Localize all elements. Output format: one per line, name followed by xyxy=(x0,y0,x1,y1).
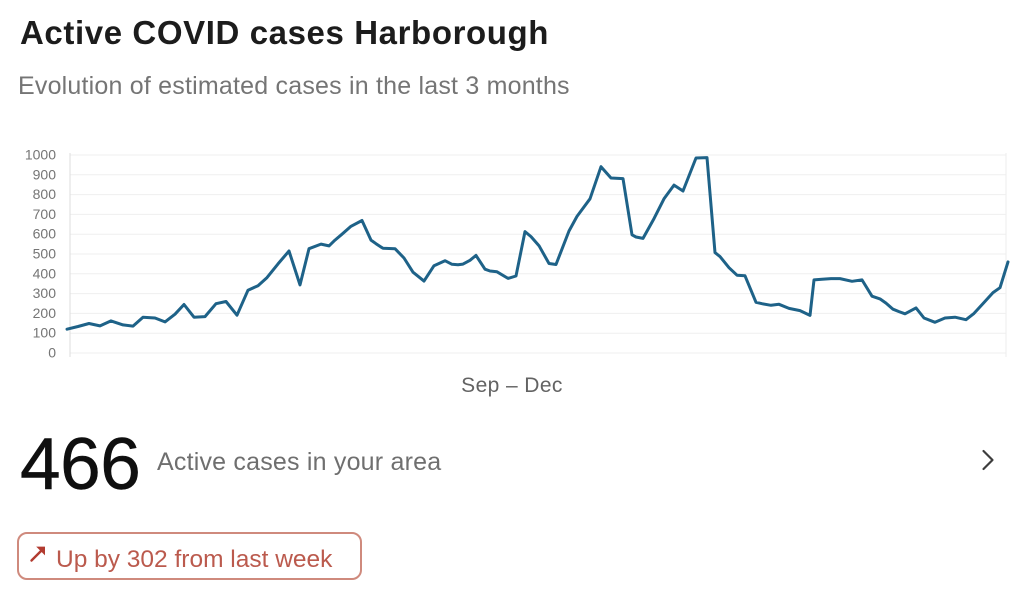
svg-text:900: 900 xyxy=(33,166,57,182)
svg-text:500: 500 xyxy=(33,246,57,262)
svg-text:600: 600 xyxy=(33,226,57,242)
svg-text:100: 100 xyxy=(33,325,57,341)
svg-text:1000: 1000 xyxy=(25,147,56,163)
svg-text:200: 200 xyxy=(33,305,57,321)
svg-text:700: 700 xyxy=(33,206,57,222)
svg-text:300: 300 xyxy=(33,285,57,301)
svg-text:0: 0 xyxy=(48,345,56,361)
svg-text:400: 400 xyxy=(33,265,57,281)
svg-text:800: 800 xyxy=(33,186,57,202)
